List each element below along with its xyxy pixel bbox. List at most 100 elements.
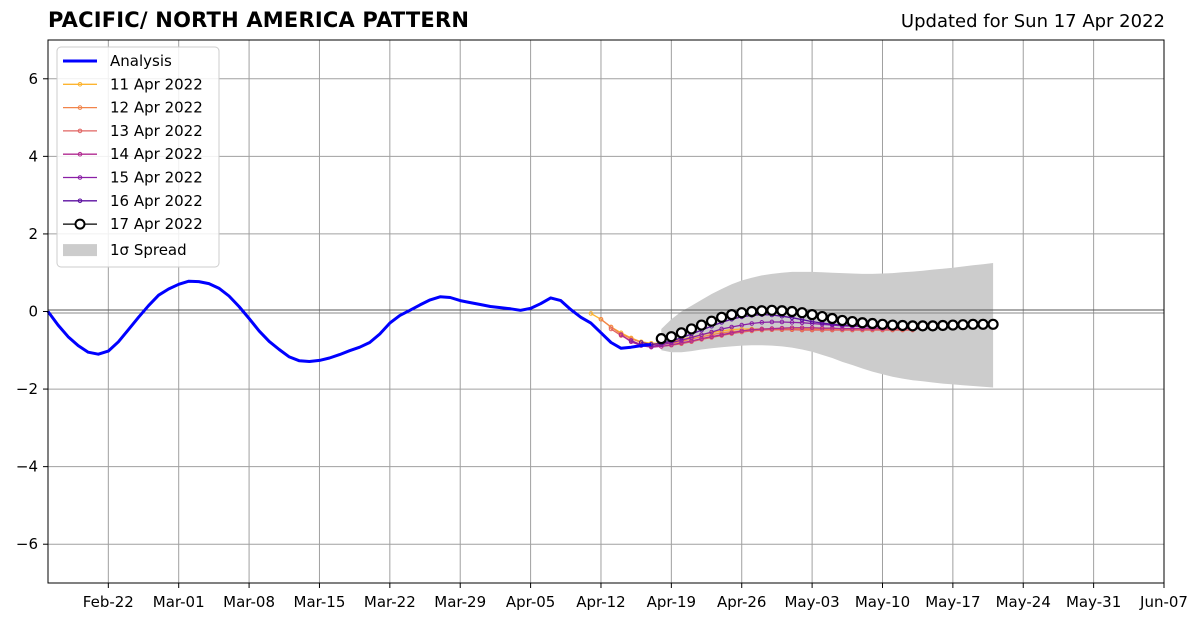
y-tick-label: 4 [28, 147, 38, 165]
legend-marker-forecast [77, 151, 83, 157]
forecast-point [679, 340, 684, 346]
zero-line-layer [48, 309, 1164, 314]
x-tick-label: Mar-29 [434, 593, 486, 611]
legend-label-forecast: 13 Apr 2022 [110, 122, 203, 140]
analysis-line [46, 279, 652, 363]
legend-label-forecast: 14 Apr 2022 [110, 145, 203, 163]
x-tick-label: Apr-05 [506, 593, 556, 611]
forecast-point-latest [987, 318, 999, 330]
forecast-point-latest [896, 319, 909, 332]
y-tick-label: −6 [16, 535, 38, 553]
forecast-point-latest [927, 320, 939, 332]
x-tick-label: Apr-26 [717, 593, 767, 611]
forecast-point-latest [716, 311, 728, 323]
forecast-point-latest [977, 318, 989, 330]
forecast-point-latest [967, 318, 979, 330]
forecast-point-latest [856, 317, 868, 329]
forecast-point-latest [746, 305, 758, 318]
forecast-point-latest [846, 315, 858, 328]
legend-label-spread: 1σ Spread [110, 241, 187, 259]
forecast-point-latest [796, 307, 808, 319]
x-tick-label: May-31 [1066, 593, 1121, 611]
forecast-point-latest [907, 320, 919, 332]
y-tick-label: −2 [16, 380, 38, 398]
legend-label-forecast: 17 Apr 2022 [110, 215, 203, 233]
forecast-point [759, 326, 765, 332]
legend-swatch-spread [63, 244, 97, 257]
forecast-point-latest [665, 331, 677, 343]
legend-label-forecast: 11 Apr 2022 [110, 75, 203, 93]
forecast-point [769, 319, 775, 325]
x-tick-label: May-17 [925, 593, 980, 611]
x-tick-label: Apr-19 [647, 593, 697, 611]
forecast-point-latest [947, 319, 959, 331]
forecast-point-latest [836, 314, 848, 327]
forecast-point [799, 325, 805, 331]
forecast-point [628, 338, 634, 343]
forecast-point [709, 329, 714, 335]
forecast-point [709, 334, 714, 340]
grid-layer [48, 40, 1164, 583]
forecast-point-latest [886, 319, 899, 331]
forecast-point-latest [866, 317, 879, 330]
legend-label-forecast: 16 Apr 2022 [110, 192, 203, 210]
x-tick-label: Jun-07 [1139, 593, 1188, 611]
x-tick-label: Mar-15 [294, 593, 346, 611]
forecast-point [618, 332, 624, 338]
forecast-point [719, 326, 724, 332]
forecast-point [789, 325, 795, 331]
forecast-point [769, 326, 775, 331]
forecast-point [719, 332, 724, 338]
legend-box [56, 46, 220, 268]
forecast-point-latest [675, 327, 688, 339]
legend: Analysis 11 Apr 2022 12 Apr 2022 13 Apr 202… [56, 46, 220, 268]
y-axis-ticks: −6 −4 −2 0 2 4 6 [16, 70, 48, 553]
legend-marker-forecast [77, 128, 83, 134]
forecast-point-latest [786, 305, 798, 318]
chart-title: PACIFIC/ NORTH AMERICA PATTERN [48, 8, 470, 32]
forecast-point [779, 319, 785, 325]
chart-subtitle: Updated for Sun 17 Apr 2022 [900, 11, 1165, 32]
forecast-point-latest [917, 320, 929, 332]
forecast-point-latest [756, 305, 768, 317]
forecast-point [749, 321, 755, 326]
x-tick-label: May-03 [784, 593, 839, 611]
forecast-point [779, 325, 785, 331]
forecast-point-latest [826, 312, 838, 325]
forecast-point [739, 322, 745, 328]
forecast-point [729, 324, 734, 330]
forecast-point-latest [776, 305, 788, 317]
forecast-point-latest [736, 307, 748, 319]
forecast-point [588, 311, 594, 316]
forecast-point [729, 330, 734, 336]
legend-label-analysis: Analysis [110, 52, 172, 70]
forecast-point-latest [655, 333, 667, 345]
forecast-point [608, 326, 614, 332]
legend-label-forecast: 12 Apr 2022 [110, 99, 203, 117]
forecast-point [789, 320, 795, 325]
forecast-point-latest [816, 310, 828, 323]
legend-marker-forecast [77, 198, 83, 204]
x-tick-label: Mar-01 [153, 593, 205, 611]
x-tick-label: Apr-12 [576, 593, 626, 611]
forecast-point-latest [937, 319, 949, 332]
forecast-point [608, 324, 614, 330]
forecast-point [809, 325, 815, 331]
x-tick-label: May-24 [996, 593, 1051, 611]
x-tick-label: Feb-22 [83, 593, 134, 611]
x-tick-label: May-10 [855, 593, 910, 611]
legend-marker-forecast [77, 175, 83, 180]
series-layer [46, 279, 999, 363]
forecast-point [598, 316, 604, 322]
forecast-point-latest [766, 304, 778, 316]
forecast-point-latest [685, 323, 698, 335]
legend-marker-forecast [77, 82, 83, 87]
forecast-point-latest [957, 319, 969, 331]
forecast-point-latest [726, 309, 738, 321]
forecast-point [749, 327, 755, 333]
x-axis-ticks: Feb-22 Mar-01 Mar-08 Mar-15 Mar-22 Mar-29 Apr-… [83, 583, 1188, 611]
forecast-point [699, 332, 704, 338]
forecast-point [759, 320, 765, 325]
legend-label-forecast: 15 Apr 2022 [110, 169, 203, 187]
